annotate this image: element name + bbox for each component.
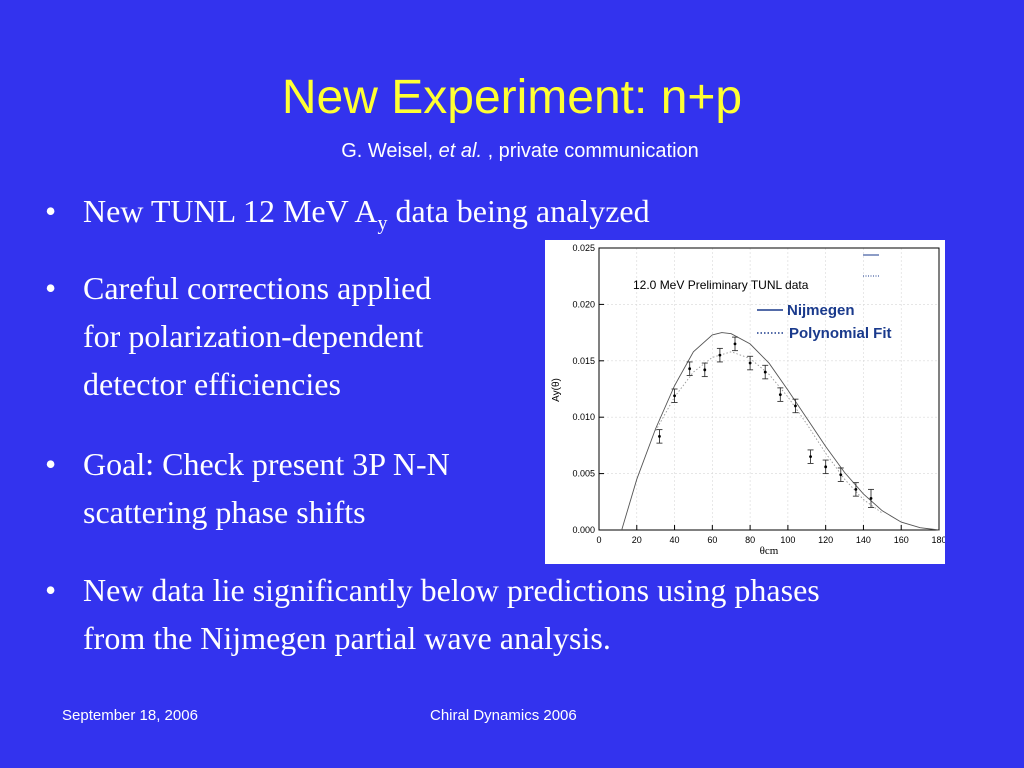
x-tick-label: 180 [931, 535, 945, 545]
data-point [822, 459, 829, 475]
y-tick-label: 0.000 [572, 525, 595, 535]
bullet-2-line-2: for polarization-dependent [83, 318, 424, 354]
data-marker [703, 368, 707, 372]
y-tick-label: 0.005 [572, 469, 595, 479]
slide-subtitle: G. Weisel, et al. , private communicatio… [0, 140, 1024, 163]
data-marker [869, 497, 873, 500]
bullet-1-after: data being analyzed [387, 193, 650, 229]
data-point [747, 355, 754, 371]
y-tick-label: 0.020 [572, 299, 595, 309]
legend-nijmegen-label: Nijmegen [787, 302, 855, 319]
subtitle-author: G. Weisel, [341, 140, 439, 162]
plot-frame [598, 247, 940, 531]
nijmegen-curve [621, 332, 940, 531]
data-marker [688, 367, 692, 371]
data-point [671, 388, 678, 403]
data-point [701, 362, 708, 378]
data-point [807, 449, 814, 464]
bullet-2-text: Careful corrections applied for polariza… [83, 264, 431, 408]
bullet-3-line-1: Goal: Check present 3P N-N [83, 446, 450, 482]
x-axis-label: θcm [760, 545, 779, 557]
data-marker [673, 394, 676, 398]
x-tick-label: 0 [596, 535, 601, 545]
data-point [852, 482, 859, 497]
x-tick-label: 120 [818, 535, 833, 545]
x-tick-label: 160 [894, 535, 909, 545]
data-marker [763, 370, 767, 374]
bullet-mark: • [45, 193, 57, 229]
data-point [792, 398, 799, 414]
data-point [762, 364, 769, 380]
legend-polyfit-label: Polynomial Fit [789, 325, 892, 342]
x-tick-label: 40 [670, 535, 680, 545]
bullet-mark: • [45, 446, 57, 482]
y-tick-label: 0.025 [572, 243, 595, 253]
data-marker [778, 393, 782, 397]
bullet-4-line-2: from the Nijmegen partial wave analysis. [83, 620, 611, 656]
bullet-1-text: New TUNL 12 MeV Ay data being analyzed [83, 187, 650, 247]
y-axis-label: Ay(θ) [551, 378, 562, 402]
x-tick-label: 20 [632, 535, 642, 545]
bullet-mark: • [45, 270, 57, 306]
x-tick-label: 80 [745, 535, 755, 545]
data-marker [733, 342, 737, 346]
bullet-3-text: Goal: Check present 3P N-N scattering ph… [83, 440, 450, 536]
asymmetry-chart: 0 20 40 60 80 100 120 140 160 180 0.000 0.005 0.010 0… [545, 240, 945, 564]
x-tick-label: 100 [780, 535, 795, 545]
data-point [732, 336, 738, 352]
x-tick-label: 140 [856, 535, 871, 545]
chart-annotation: 12.0 MeV Preliminary TUNL data [633, 278, 809, 292]
subtitle-etal: et al. [438, 140, 483, 162]
data-marker [658, 434, 661, 438]
data-marker [854, 487, 858, 491]
subtitle-rest: , private communication [482, 140, 699, 162]
slide-title: New Experiment: n+p [281, 71, 743, 124]
footer-event: Chiral Dynamics 2006 [430, 707, 577, 724]
data-marker [839, 473, 843, 477]
data-marker [824, 465, 828, 469]
data-marker [748, 361, 752, 365]
x-tick-label: 60 [707, 535, 717, 545]
data-point [656, 429, 663, 444]
bullet-3-line-2: scattering phase shifts [83, 494, 366, 530]
data-marker [794, 404, 797, 408]
polynomial-fit-curve [655, 351, 883, 514]
bullet-1-subscript: y [377, 212, 388, 235]
data-point [716, 347, 723, 363]
footer-date: September 18, 2006 [62, 707, 198, 724]
bullet-2-line-1: Careful corrections applied [83, 270, 432, 306]
chart-panel: 0 20 40 60 80 100 120 140 160 180 0.000 0.005 0.010 0… [545, 240, 945, 564]
data-marker [809, 455, 812, 459]
bullet-1-before: New TUNL 12 MeV A [83, 193, 378, 229]
legend: Nijmegen Polynomial Fit [757, 254, 892, 342]
data-point [837, 467, 844, 482]
data-point [686, 361, 693, 376]
data-point [777, 387, 784, 402]
bullet-2-line-3: detector efficiencies [83, 366, 341, 402]
bullet-mark: • [45, 572, 57, 608]
data-marker [718, 353, 722, 357]
y-tick-label: 0.010 [572, 412, 595, 422]
data-point [868, 488, 874, 508]
bullet-4-line-1: New data lie significantly below predict… [83, 572, 820, 608]
bullet-4-text: New data lie significantly below predict… [83, 566, 820, 662]
y-tick-label: 0.015 [572, 356, 595, 366]
